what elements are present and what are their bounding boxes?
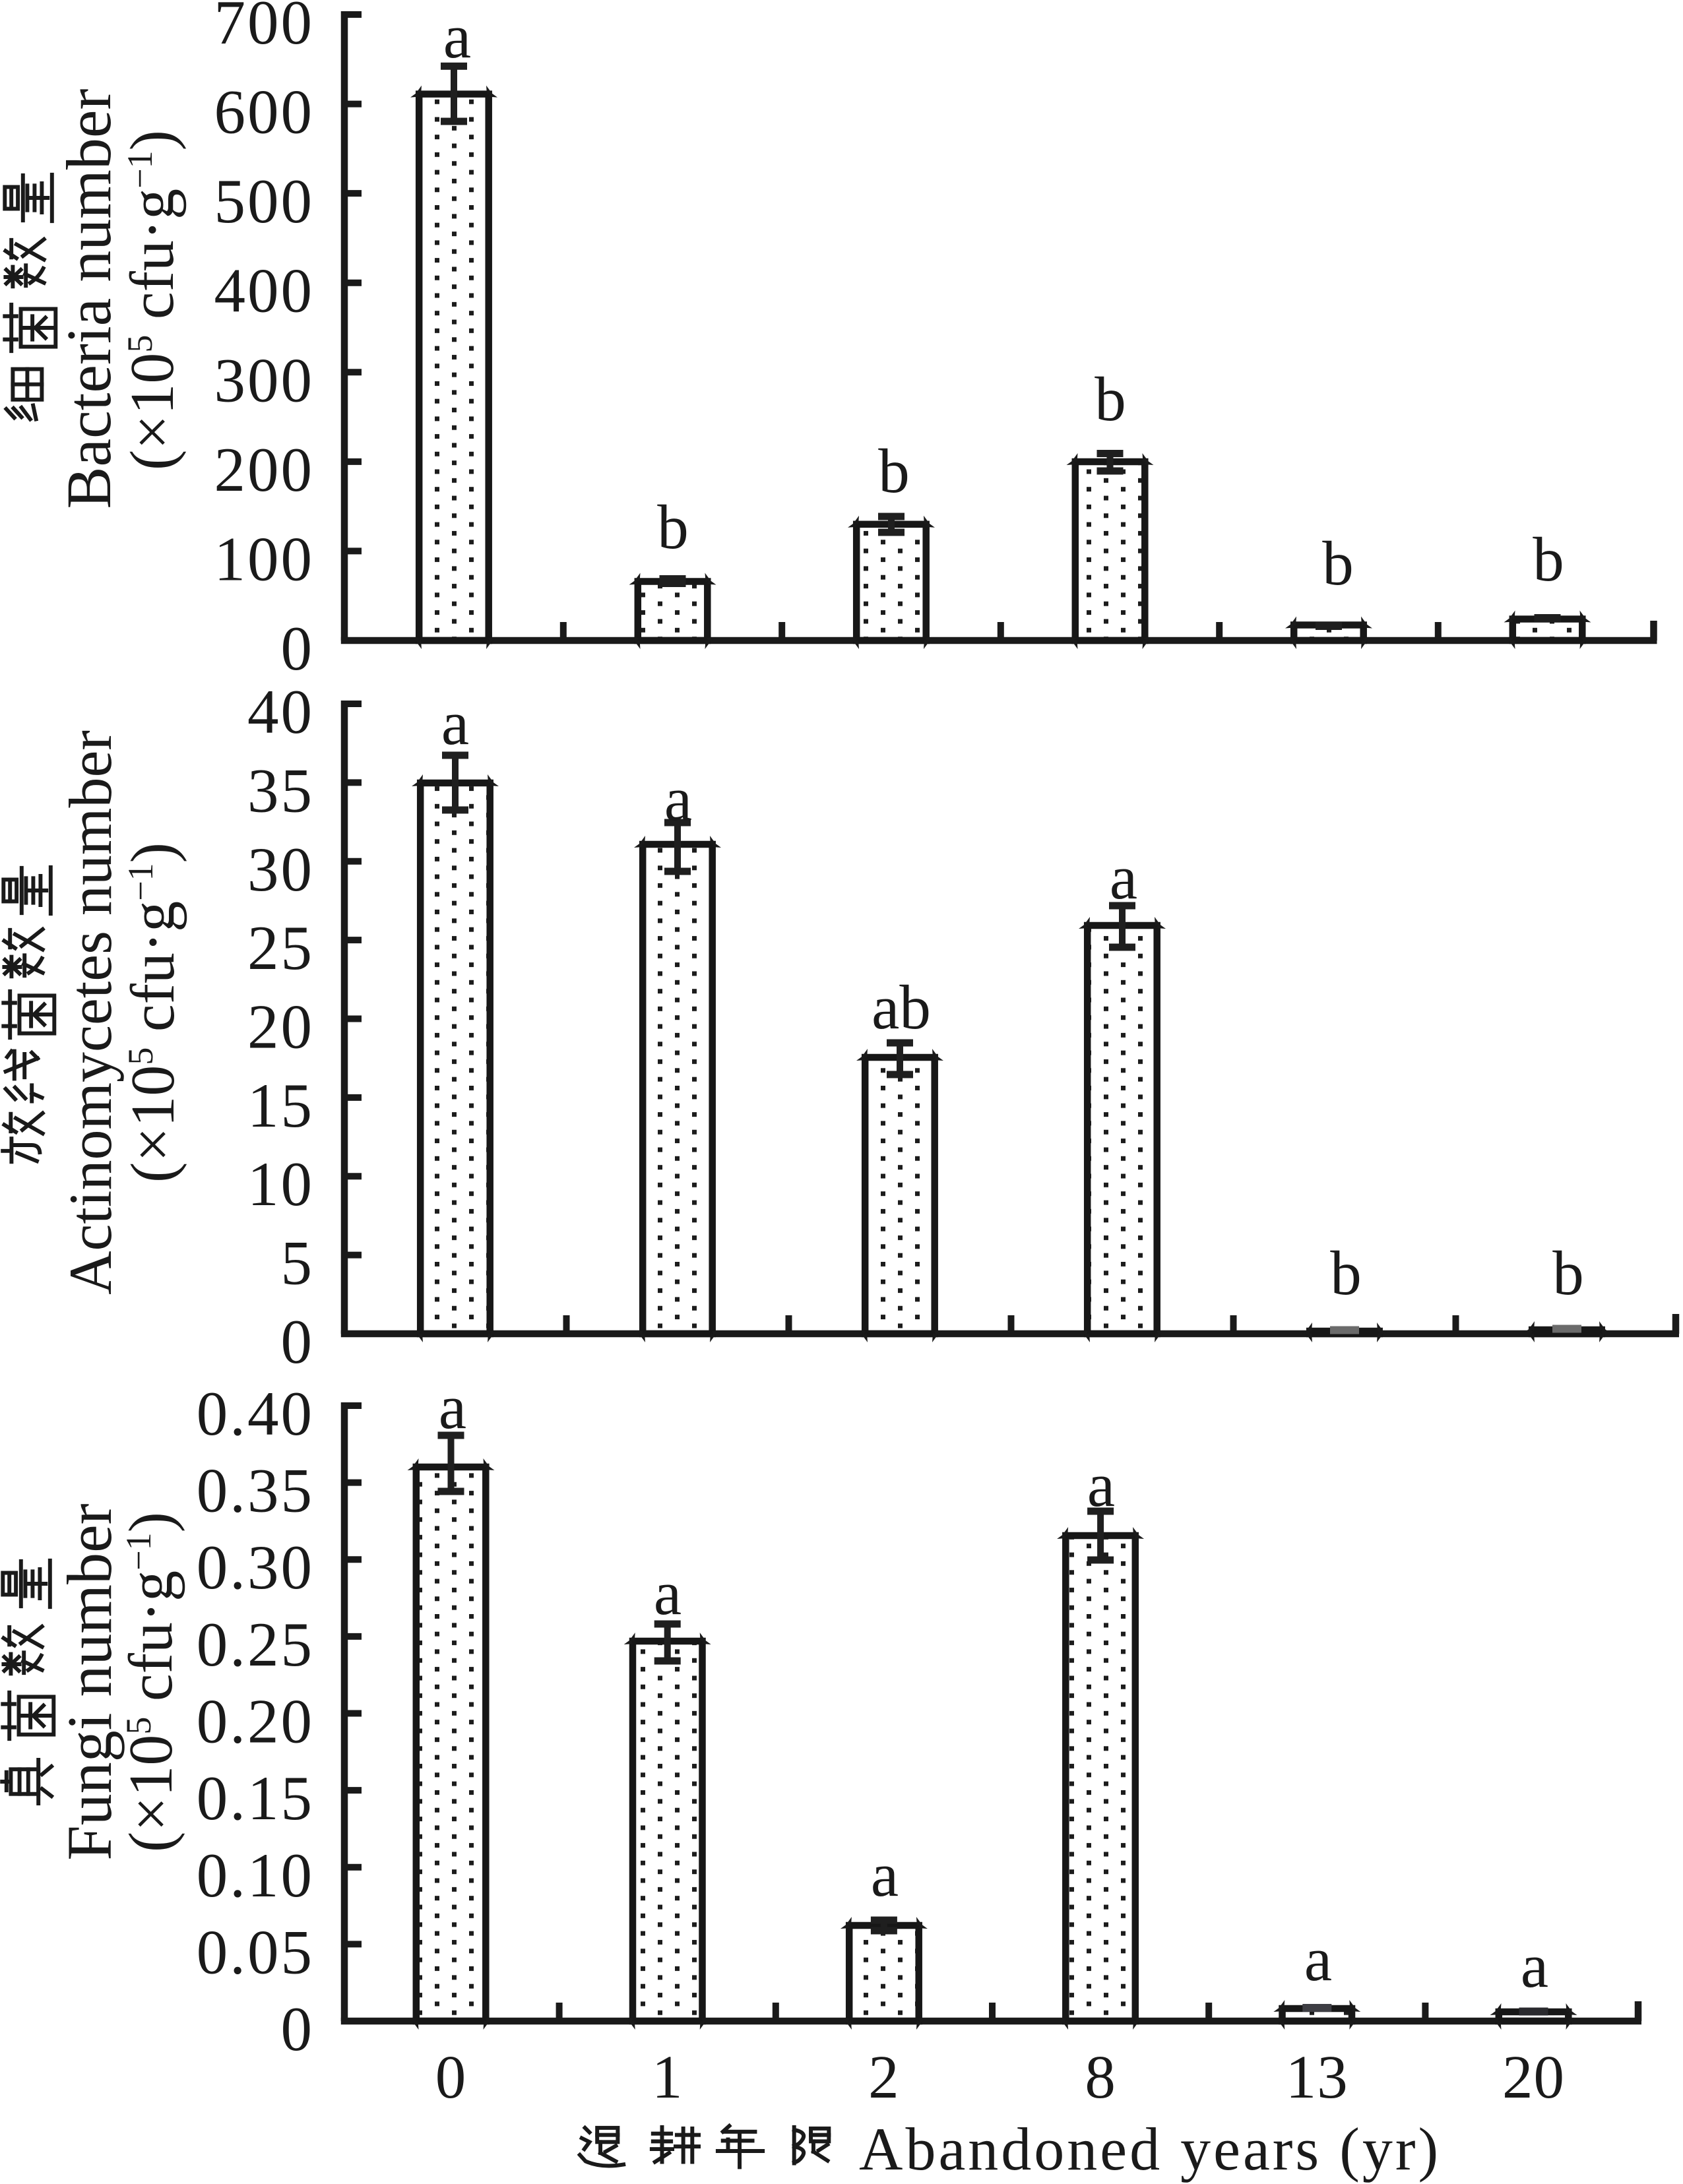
svg-text:13: 13 bbox=[1286, 2044, 1349, 2111]
svg-text:40: 40 bbox=[247, 677, 314, 747]
svg-text:0.25: 0.25 bbox=[197, 1609, 314, 1679]
svg-text:0.20: 0.20 bbox=[197, 1687, 314, 1757]
svg-text:a: a bbox=[1087, 1450, 1115, 1520]
svg-text:Actinomycetes number: Actinomycetes number bbox=[57, 730, 124, 1295]
svg-text:b: b bbox=[657, 492, 689, 562]
svg-text:30: 30 bbox=[247, 834, 314, 904]
svg-text:a: a bbox=[654, 1558, 682, 1628]
svg-text:0: 0 bbox=[281, 1994, 315, 2064]
svg-text:b: b bbox=[1322, 528, 1354, 598]
svg-text:0.05: 0.05 bbox=[197, 1917, 314, 1987]
svg-text:0: 0 bbox=[435, 2044, 467, 2111]
svg-text:1: 1 bbox=[652, 2044, 683, 2111]
svg-text:0.15: 0.15 bbox=[197, 1763, 314, 1833]
svg-text:0: 0 bbox=[281, 613, 315, 683]
svg-text:0.10: 0.10 bbox=[197, 1840, 314, 1910]
svg-text:300: 300 bbox=[214, 345, 315, 415]
svg-text:ab: ab bbox=[872, 972, 931, 1042]
svg-text:b: b bbox=[878, 436, 910, 506]
svg-text:400: 400 bbox=[214, 256, 315, 326]
svg-text:a: a bbox=[443, 1, 471, 71]
svg-text:b: b bbox=[1330, 1238, 1362, 1308]
svg-text:200: 200 bbox=[214, 435, 315, 505]
svg-text:10: 10 bbox=[247, 1149, 314, 1219]
svg-text:100: 100 bbox=[214, 524, 315, 594]
svg-text:a: a bbox=[664, 764, 692, 834]
svg-text:a: a bbox=[1304, 1924, 1332, 1994]
svg-text:0.40: 0.40 bbox=[197, 1379, 314, 1449]
svg-text:a: a bbox=[871, 1840, 899, 1910]
svg-text:0.35: 0.35 bbox=[197, 1456, 314, 1526]
svg-text:a: a bbox=[1110, 842, 1137, 912]
svg-text:35: 35 bbox=[247, 755, 314, 825]
svg-text:5: 5 bbox=[281, 1228, 315, 1298]
svg-text:a: a bbox=[1521, 1931, 1548, 2001]
svg-text:0.30: 0.30 bbox=[197, 1532, 314, 1602]
svg-text:(×105 cfu·g−1): (×105 cfu·g−1) bbox=[119, 842, 187, 1183]
svg-text:Fungi number: Fungi number bbox=[54, 1503, 125, 1860]
svg-text:20: 20 bbox=[247, 992, 314, 1062]
svg-text:25: 25 bbox=[247, 913, 314, 983]
svg-text:0: 0 bbox=[281, 1307, 315, 1377]
svg-text:Bacteria number: Bacteria number bbox=[53, 88, 124, 509]
svg-text:500: 500 bbox=[214, 166, 315, 236]
svg-text:15: 15 bbox=[247, 1071, 314, 1140]
svg-text:2: 2 bbox=[868, 2044, 900, 2111]
svg-text:8: 8 bbox=[1085, 2044, 1116, 2111]
svg-text:700: 700 bbox=[214, 0, 315, 57]
svg-text:b: b bbox=[1533, 524, 1564, 594]
svg-text:a: a bbox=[439, 1372, 466, 1442]
svg-text:b: b bbox=[1095, 364, 1126, 434]
svg-text:b: b bbox=[1552, 1238, 1584, 1308]
svg-text:a: a bbox=[441, 688, 469, 758]
svg-text:Abandoned years (yr): Abandoned years (yr) bbox=[859, 2115, 1441, 2183]
svg-text:(×105 cfu·g−1): (×105 cfu·g−1) bbox=[117, 1512, 185, 1852]
svg-text:600: 600 bbox=[214, 77, 315, 147]
svg-text:20: 20 bbox=[1502, 2044, 1565, 2111]
svg-text:(×105 cfu·g−1): (×105 cfu·g−1) bbox=[118, 130, 187, 470]
